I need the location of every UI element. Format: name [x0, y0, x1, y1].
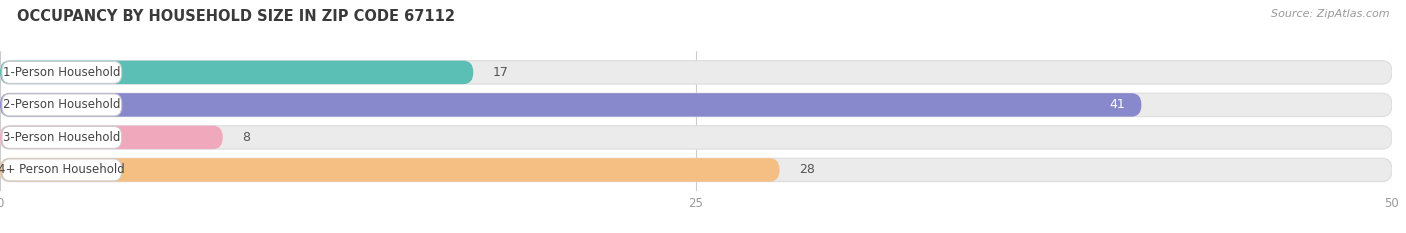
Text: 3-Person Household: 3-Person Household	[3, 131, 121, 144]
Text: 17: 17	[492, 66, 509, 79]
FancyBboxPatch shape	[0, 126, 1392, 149]
Text: Source: ZipAtlas.com: Source: ZipAtlas.com	[1271, 9, 1389, 19]
Text: OCCUPANCY BY HOUSEHOLD SIZE IN ZIP CODE 67112: OCCUPANCY BY HOUSEHOLD SIZE IN ZIP CODE …	[17, 9, 456, 24]
FancyBboxPatch shape	[0, 158, 1392, 182]
Text: 2-Person Household: 2-Person Household	[3, 98, 121, 111]
FancyBboxPatch shape	[0, 61, 474, 84]
Text: 1-Person Household: 1-Person Household	[3, 66, 121, 79]
FancyBboxPatch shape	[0, 61, 1392, 84]
FancyBboxPatch shape	[0, 126, 222, 149]
FancyBboxPatch shape	[0, 93, 1392, 116]
Text: 8: 8	[242, 131, 250, 144]
FancyBboxPatch shape	[1, 62, 122, 83]
FancyBboxPatch shape	[0, 93, 1142, 116]
FancyBboxPatch shape	[1, 127, 122, 148]
Text: 4+ Person Household: 4+ Person Household	[0, 163, 125, 176]
FancyBboxPatch shape	[0, 158, 779, 182]
FancyBboxPatch shape	[1, 159, 122, 181]
Text: 28: 28	[799, 163, 815, 176]
Text: 41: 41	[1109, 98, 1125, 111]
FancyBboxPatch shape	[1, 94, 122, 116]
